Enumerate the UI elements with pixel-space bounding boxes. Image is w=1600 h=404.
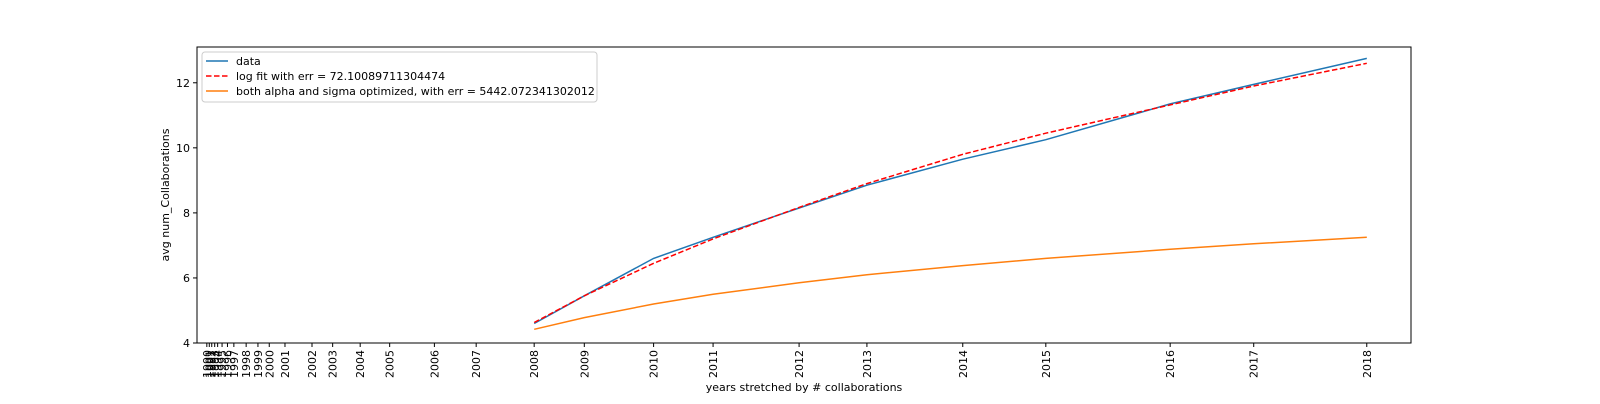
x-tick-label: 2007 bbox=[470, 350, 483, 378]
x-tick-label: 2000 bbox=[263, 350, 276, 378]
y-axis: 4 6 8 10 12 bbox=[176, 77, 197, 350]
x-tick-label: 2008 bbox=[528, 350, 541, 378]
x-tick-label: 1999 bbox=[252, 350, 265, 378]
x-tick-label: 1995 bbox=[216, 350, 229, 378]
x-tick-label: 2003 bbox=[327, 350, 340, 378]
x-tick-label: 2018 bbox=[1361, 350, 1374, 378]
legend-label-2: both alpha and sigma optimized, with err… bbox=[236, 85, 595, 98]
x-tick-label: 2005 bbox=[384, 350, 397, 378]
legend-box bbox=[201, 51, 598, 103]
x-tick-label: 2002 bbox=[306, 350, 319, 378]
x-tick-label: 1993 bbox=[209, 350, 222, 378]
y-tick-label: 12 bbox=[176, 77, 190, 90]
legend-label-0: data bbox=[236, 55, 261, 68]
y-axis-label: avg num_Collaborations bbox=[159, 128, 172, 261]
legend-label-1: log fit with err = 72.10089711304474 bbox=[236, 70, 445, 83]
x-tick-label: 2015 bbox=[1040, 350, 1053, 378]
axes-frame bbox=[196, 46, 1412, 344]
legend: data log fit with err = 72.10089711304474… bbox=[201, 51, 598, 103]
y-tick-label: 8 bbox=[183, 207, 190, 220]
series-line-0 bbox=[533, 57, 1367, 325]
x-tick-label: 1991 bbox=[203, 350, 216, 378]
y-tick-label: 6 bbox=[183, 272, 190, 285]
y-tick-label: 4 bbox=[183, 337, 190, 350]
x-tick-label: 2016 bbox=[1164, 350, 1177, 378]
x-tick-label: 1994 bbox=[212, 350, 225, 378]
x-tick-label: 1996 bbox=[221, 350, 234, 378]
series-line-2 bbox=[534, 236, 1367, 331]
x-tick-label: 2001 bbox=[279, 350, 292, 378]
x-tick-label: 2006 bbox=[428, 350, 441, 378]
x-axis-label: years stretched by # collaborations bbox=[706, 381, 903, 394]
x-tick-label: 2014 bbox=[957, 350, 970, 378]
x-tick-label: 1997 bbox=[228, 350, 241, 378]
x-tick-label: 1998 bbox=[240, 350, 253, 378]
series-layer bbox=[533, 57, 1367, 331]
x-tick-label: 2012 bbox=[793, 350, 806, 378]
x-tick-label: 1992 bbox=[206, 350, 219, 378]
y-tick-label: 10 bbox=[176, 142, 190, 155]
x-tick-label: 2009 bbox=[578, 350, 591, 378]
x-tick-label: 2013 bbox=[861, 350, 874, 378]
series-line-1 bbox=[533, 62, 1367, 324]
x-tick-label: 2004 bbox=[354, 350, 367, 378]
x-tick-label: 2010 bbox=[648, 350, 661, 378]
x-tick-label: 2011 bbox=[707, 350, 720, 378]
x-tick-label: 1990 bbox=[201, 350, 214, 378]
x-tick-label: 2017 bbox=[1248, 350, 1261, 378]
